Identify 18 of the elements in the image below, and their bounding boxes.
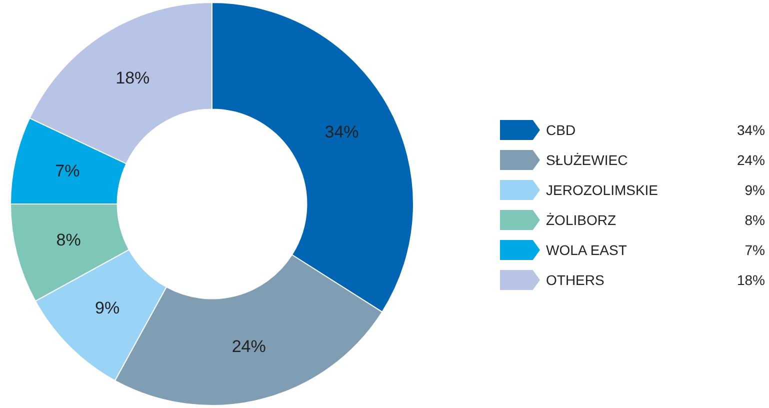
legend-label: CBD bbox=[546, 122, 577, 138]
text: 9% bbox=[744, 182, 765, 198]
data-label: 8% bbox=[56, 230, 81, 250]
text: 34% bbox=[736, 122, 765, 138]
text: 7% bbox=[744, 242, 765, 258]
data-label: 34% bbox=[324, 122, 359, 142]
legend-label: SŁUŻEWIEC bbox=[546, 152, 629, 168]
text: 18% bbox=[736, 272, 765, 288]
data-label: 7% bbox=[55, 161, 80, 180]
data-label: 9% bbox=[94, 298, 120, 318]
legend-label: WOLA EAST bbox=[546, 242, 628, 258]
data-label: 24% bbox=[232, 337, 266, 356]
legend-label: ŻOLIBORZ bbox=[546, 212, 618, 228]
text: 24% bbox=[736, 152, 765, 168]
data-label: 18% bbox=[116, 68, 150, 88]
text: 8% bbox=[744, 212, 765, 228]
legend-label: JEROZOLIMSKIE bbox=[546, 182, 660, 198]
legend-label: OTHERS bbox=[546, 272, 606, 288]
